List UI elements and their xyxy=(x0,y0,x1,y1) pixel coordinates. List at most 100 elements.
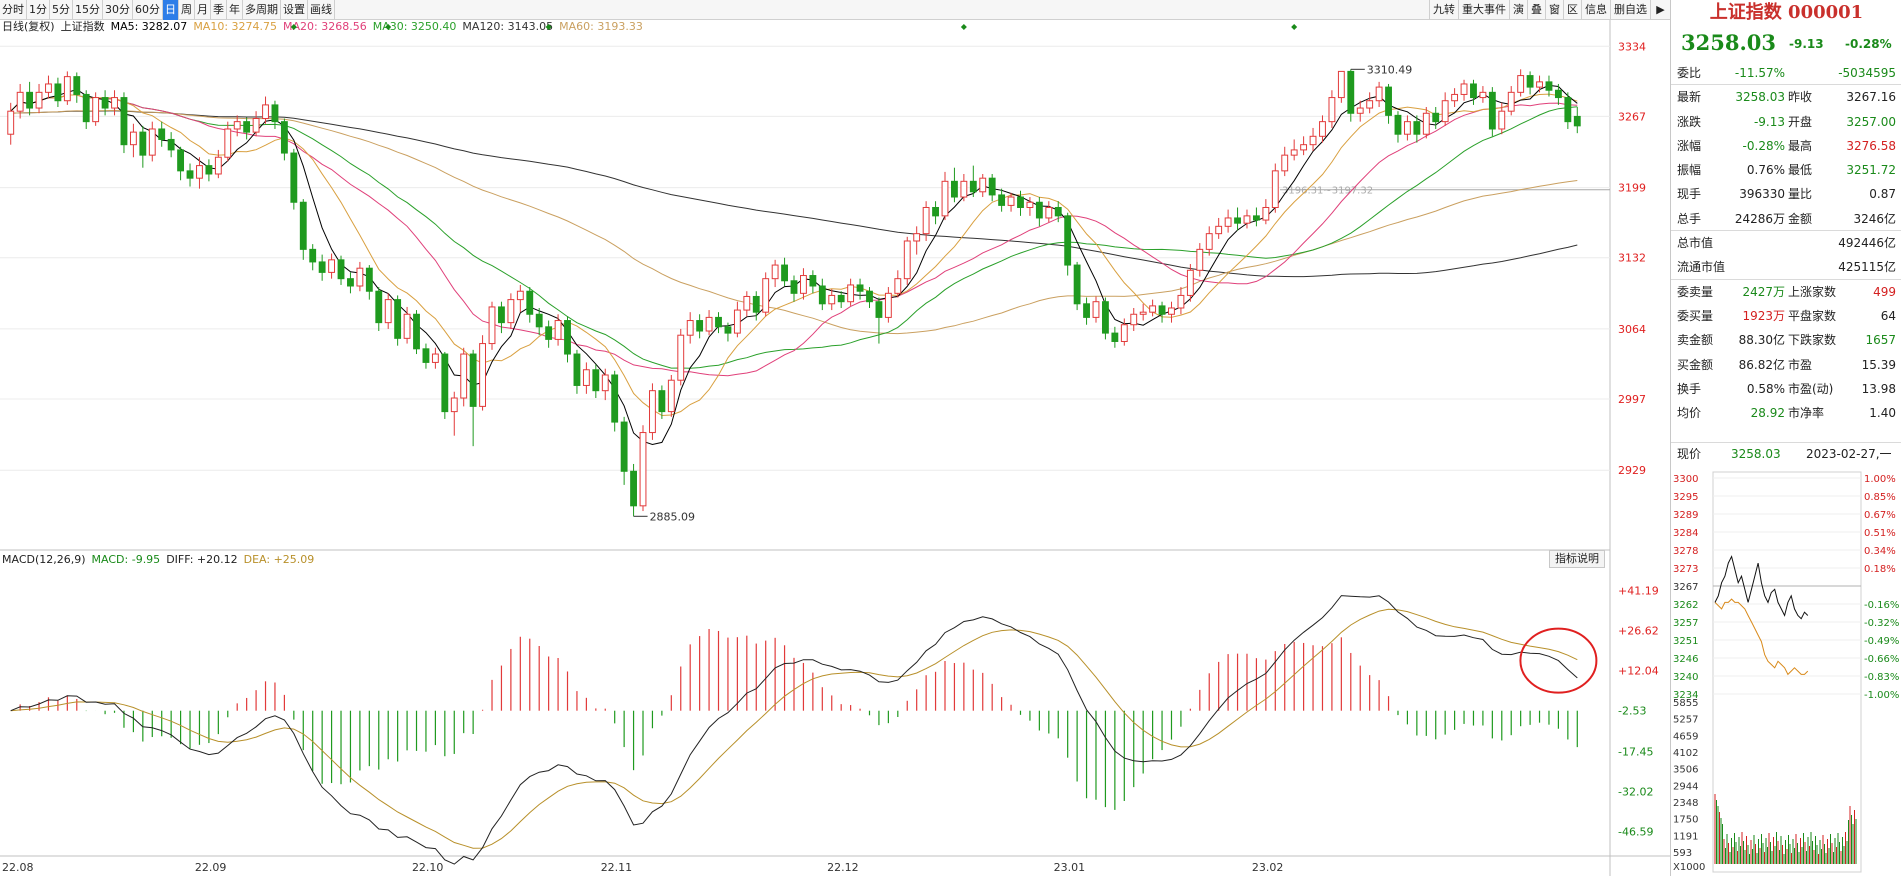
candle-body[interactable] xyxy=(139,131,147,156)
candle-body[interactable] xyxy=(1573,115,1581,127)
candle-body[interactable] xyxy=(1403,121,1411,135)
period-tab-1[interactable]: 1分 xyxy=(27,0,50,20)
candle-body[interactable] xyxy=(1205,233,1213,250)
candle-body[interactable] xyxy=(177,149,185,172)
candle-body[interactable] xyxy=(224,128,232,158)
period-tab-4[interactable]: 30分 xyxy=(103,0,133,20)
candle-body[interactable] xyxy=(1536,81,1543,88)
candle-body[interactable] xyxy=(1413,121,1421,135)
period-tab-3[interactable]: 15分 xyxy=(73,0,103,20)
candle-body[interactable] xyxy=(630,470,637,507)
candle-body[interactable] xyxy=(413,313,420,350)
candle-body[interactable] xyxy=(1262,206,1270,221)
candle-body[interactable] xyxy=(705,316,713,332)
candle-body[interactable] xyxy=(488,306,496,345)
candle-body[interactable] xyxy=(1083,303,1090,318)
candle-body[interactable] xyxy=(271,104,279,123)
candle-body[interactable] xyxy=(1470,83,1477,99)
candle-body[interactable] xyxy=(677,334,685,381)
candle-body[interactable] xyxy=(951,180,958,198)
candle-body[interactable] xyxy=(1375,86,1383,102)
candle-body[interactable] xyxy=(92,97,100,123)
candle-body[interactable] xyxy=(26,91,34,109)
candle-body[interactable] xyxy=(875,301,883,318)
candle-body[interactable] xyxy=(1111,332,1119,342)
candle-body[interactable] xyxy=(1432,112,1440,123)
candle-body[interactable] xyxy=(1422,112,1430,135)
period-tab-13[interactable]: 画线 xyxy=(308,0,335,20)
candle-body[interactable] xyxy=(1243,215,1251,224)
candle-body[interactable] xyxy=(715,316,722,328)
candle-body[interactable] xyxy=(158,128,166,140)
event-diamond-icon[interactable] xyxy=(1291,24,1298,30)
candle-body[interactable] xyxy=(120,97,128,146)
candle-body[interactable] xyxy=(1120,324,1128,342)
candle-body[interactable] xyxy=(365,267,373,292)
candle-body[interactable] xyxy=(63,76,71,102)
candle-body[interactable] xyxy=(1234,217,1241,224)
candle-body[interactable] xyxy=(932,206,939,217)
candle-body[interactable] xyxy=(1385,86,1392,116)
candle-body[interactable] xyxy=(696,320,704,332)
candle-body[interactable] xyxy=(1394,114,1402,135)
event-diamond-icon[interactable] xyxy=(960,24,967,30)
candle-body[interactable] xyxy=(479,343,487,407)
candle-body[interactable] xyxy=(498,306,505,324)
candle-body[interactable] xyxy=(1281,154,1289,172)
candle-body[interactable] xyxy=(403,313,411,339)
candle-body[interactable] xyxy=(1073,264,1081,305)
candle-body[interactable] xyxy=(686,320,694,336)
candle-body[interactable] xyxy=(148,128,156,156)
period-tab-0[interactable]: 分时 xyxy=(0,0,27,20)
candle-body[interactable] xyxy=(233,121,241,130)
expand-arrow-icon[interactable]: ▶ xyxy=(1650,0,1670,20)
tool-button-2[interactable]: 演 xyxy=(1509,0,1527,20)
candle-body[interactable] xyxy=(1139,311,1147,315)
candle-body[interactable] xyxy=(1554,89,1562,99)
period-tab-12[interactable]: 设置 xyxy=(281,0,308,20)
candle-body[interactable] xyxy=(450,397,458,413)
candle-body[interactable] xyxy=(111,97,118,109)
candle-body[interactable] xyxy=(469,353,477,407)
main-chart[interactable]: 3334 3267 3199 3132 3064 2997 2929 3196.31~3197… xyxy=(0,20,1670,876)
candle-body[interactable] xyxy=(1366,100,1374,109)
candle-body[interactable] xyxy=(837,294,845,303)
candle-body[interactable] xyxy=(969,180,977,193)
candle-body[interactable] xyxy=(1215,225,1223,235)
candle-body[interactable] xyxy=(649,390,656,434)
candle-body[interactable] xyxy=(724,326,732,334)
candle-body[interactable] xyxy=(1168,307,1175,315)
candle-body[interactable] xyxy=(1498,110,1506,130)
candle-body[interactable] xyxy=(101,97,109,109)
candle-body[interactable] xyxy=(658,390,666,413)
candle-body[interactable] xyxy=(941,180,949,217)
candle-body[interactable] xyxy=(564,320,571,355)
candle-body[interactable] xyxy=(1300,144,1308,151)
candle-body[interactable] xyxy=(460,353,468,399)
candle-body[interactable] xyxy=(337,259,345,280)
tool-button-6[interactable]: 信息 xyxy=(1581,0,1610,20)
candle-body[interactable] xyxy=(998,194,1006,206)
tool-button-0[interactable]: 九转 xyxy=(1429,0,1458,20)
intraday-mini-chart[interactable]: 3300 1.00% 3295 0.85% 3289 0.67% 3284 0.51% 3278… xyxy=(1671,466,1901,876)
candle-body[interactable] xyxy=(582,369,590,386)
candle-body[interactable] xyxy=(186,170,194,179)
tool-button-1[interactable]: 重大事件 xyxy=(1458,0,1509,20)
candle-body[interactable] xyxy=(847,284,855,303)
candle-body[interactable] xyxy=(243,121,251,133)
candle-body[interactable] xyxy=(611,374,619,423)
candle-body[interactable] xyxy=(592,369,600,392)
candle-body[interactable] xyxy=(1451,93,1459,102)
candle-body[interactable] xyxy=(167,138,175,151)
candle-body[interactable] xyxy=(35,91,43,109)
candle-body[interactable] xyxy=(1290,149,1298,156)
candle-body[interactable] xyxy=(290,152,298,203)
candle-body[interactable] xyxy=(818,285,826,305)
candle-body[interactable] xyxy=(16,91,24,112)
candle-body[interactable] xyxy=(733,309,741,334)
candle-body[interactable] xyxy=(1101,301,1109,334)
period-tab-2[interactable]: 5分 xyxy=(50,0,73,20)
candle-body[interactable] xyxy=(299,201,307,250)
candle-body[interactable] xyxy=(809,275,817,287)
candle-body[interactable] xyxy=(328,259,336,273)
